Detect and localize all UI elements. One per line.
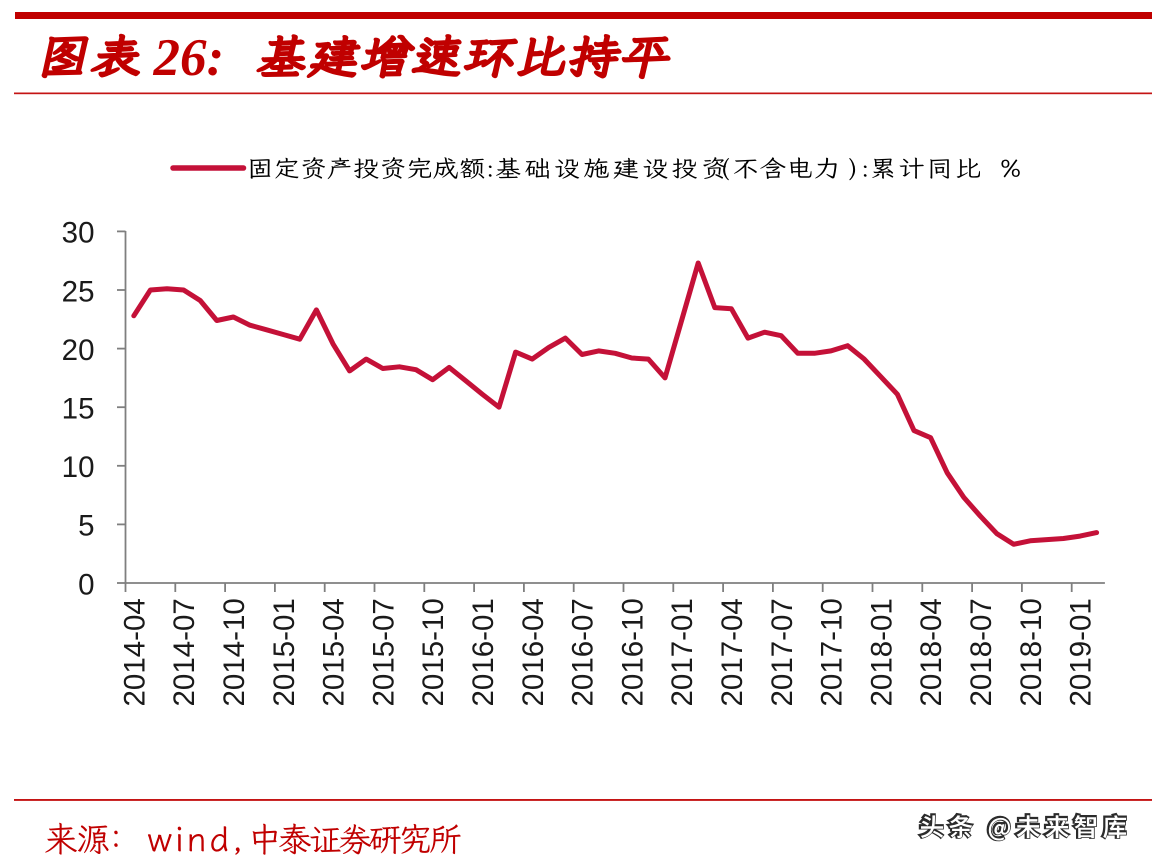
svg-text:2016-07: 2016-07	[567, 598, 600, 706]
svg-text:2016-04: 2016-04	[517, 598, 550, 706]
svg-text:5: 5	[78, 510, 94, 543]
svg-text:2016-10: 2016-10	[616, 598, 649, 706]
svg-text:26:: 26:	[153, 29, 225, 87]
svg-text:2016-01: 2016-01	[467, 598, 500, 706]
svg-text:2017-07: 2017-07	[766, 598, 799, 706]
svg-text:15: 15	[62, 393, 95, 426]
svg-text:2015-04: 2015-04	[318, 598, 351, 706]
svg-text:2017-04: 2017-04	[716, 598, 749, 706]
svg-text:2015-07: 2015-07	[367, 598, 400, 706]
svg-text:2018-01: 2018-01	[865, 598, 898, 706]
svg-text:10: 10	[62, 451, 95, 484]
svg-text:2014-10: 2014-10	[218, 598, 251, 706]
svg-text:2018-07: 2018-07	[965, 598, 998, 706]
svg-text:2014-07: 2014-07	[168, 598, 201, 706]
svg-text:2015-10: 2015-10	[417, 598, 450, 706]
svg-text:20: 20	[62, 334, 95, 367]
svg-text:25: 25	[62, 275, 95, 308]
svg-text:2018-10: 2018-10	[1015, 598, 1048, 706]
svg-text:2017-01: 2017-01	[666, 598, 699, 706]
svg-text:2018-04: 2018-04	[915, 598, 948, 706]
svg-text:0: 0	[78, 568, 94, 601]
svg-text:2019-01: 2019-01	[1065, 598, 1098, 706]
svg-text:30: 30	[62, 217, 95, 250]
svg-text:2015-01: 2015-01	[268, 598, 301, 706]
svg-text:2017-10: 2017-10	[816, 598, 849, 706]
svg-text:2014-04: 2014-04	[118, 598, 151, 706]
